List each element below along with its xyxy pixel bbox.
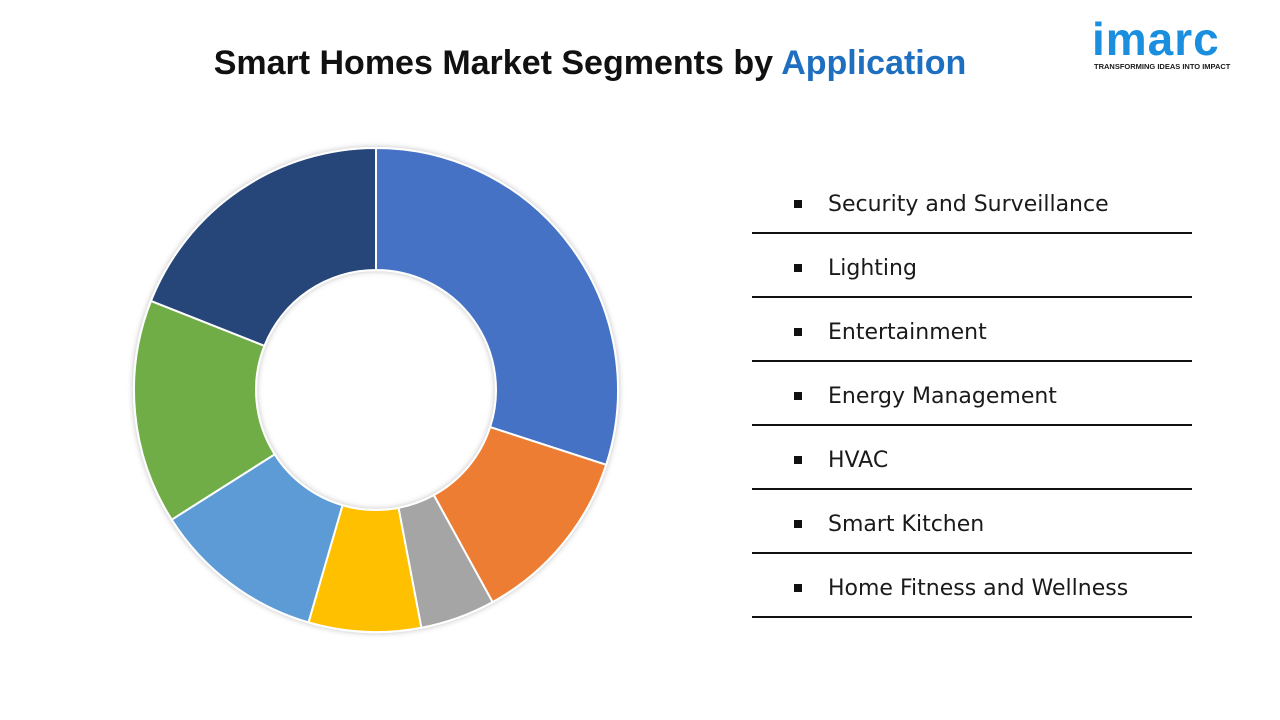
legend-label: Lighting xyxy=(828,256,917,281)
legend-label: Smart Kitchen xyxy=(828,512,985,537)
legend-label: HVAC xyxy=(828,448,889,473)
legend-bullet-icon xyxy=(794,584,802,592)
legend-bullet-icon xyxy=(794,264,802,272)
chart-legend: Security and Surveillance Lighting Enterta… xyxy=(752,170,1192,618)
legend-bullet-icon xyxy=(794,456,802,464)
title-accent: Application xyxy=(781,44,967,82)
legend-bullet-icon xyxy=(794,328,802,336)
legend-bullet-icon xyxy=(794,200,802,208)
legend-item: Home Fitness and Wellness xyxy=(752,554,1192,618)
imarc-logo: imarc TRANSFORMING IDEAS INTO IMPACT xyxy=(1092,14,1260,74)
slice-home-fitness-and-wellness xyxy=(149,146,377,348)
legend-item: Energy Management xyxy=(752,362,1192,426)
legend-item: Lighting xyxy=(752,234,1192,298)
logo-tagline: TRANSFORMING IDEAS INTO IMPACT xyxy=(1094,62,1231,71)
legend-bullet-icon xyxy=(794,392,802,400)
legend-label: Energy Management xyxy=(828,384,1057,409)
slice-security-and-surveillance xyxy=(375,146,619,467)
legend-label: Security and Surveillance xyxy=(828,192,1109,217)
donut-chart xyxy=(133,146,619,633)
slice-smart-kitchen xyxy=(133,299,277,522)
legend-item: Security and Surveillance xyxy=(752,170,1192,234)
legend-label: Home Fitness and Wellness xyxy=(828,576,1129,601)
legend-item: HVAC xyxy=(752,426,1192,490)
legend-bullet-icon xyxy=(794,520,802,528)
legend-label: Entertainment xyxy=(828,320,987,345)
donut-slices xyxy=(133,146,619,633)
page-title: Smart Homes Market Segments by Applicati… xyxy=(0,44,1180,83)
legend-item: Smart Kitchen xyxy=(752,490,1192,554)
title-prefix: Smart Homes Market Segments by xyxy=(213,44,782,82)
legend-item: Entertainment xyxy=(752,298,1192,362)
logo-wordmark: imarc xyxy=(1092,13,1220,65)
slice-lighting xyxy=(432,425,608,604)
